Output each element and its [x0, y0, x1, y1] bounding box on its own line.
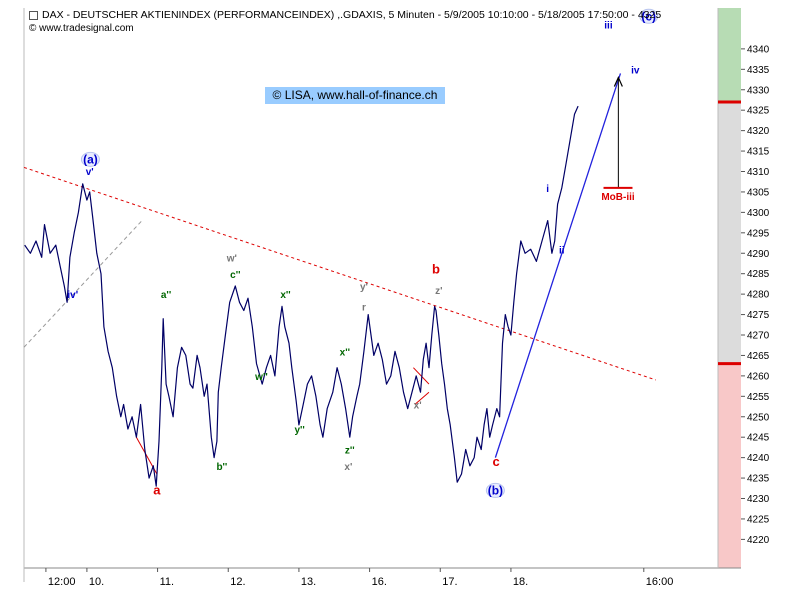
- wave-label: c: [492, 454, 499, 469]
- wave-label: x': [344, 462, 352, 473]
- wave-label: b: [432, 262, 440, 277]
- source-text: © www.tradesignal.com: [29, 23, 134, 34]
- trendline-1: [23, 220, 143, 348]
- chart-title-text: DAX - DEUTSCHER AKTIENINDEX (PERFORMANCE…: [42, 9, 662, 21]
- wave-label: x'': [280, 290, 290, 301]
- trendline-4: [413, 367, 430, 385]
- wave-label: w': [226, 253, 237, 264]
- x-tick-label: 10.: [89, 576, 104, 588]
- y-tick-label: 4290: [747, 249, 770, 260]
- wave-label: iii: [604, 20, 613, 31]
- x-tick-label: 11.: [160, 576, 174, 588]
- y-tick-label: 4220: [747, 535, 770, 546]
- x-tick-label: 17.: [442, 576, 457, 588]
- wave-label-bg: [639, 8, 659, 24]
- y-tick-label: 4260: [747, 371, 770, 382]
- wave-label: a: [153, 482, 161, 497]
- y-tick-label: 4255: [747, 392, 770, 403]
- chart-title: DAX - DEUTSCHER AKTIENINDEX (PERFORMANCE…: [29, 9, 661, 21]
- wave-label: z': [435, 286, 442, 297]
- price-zone-1: [718, 102, 741, 364]
- y-tick-label: 4320: [747, 126, 770, 137]
- price-zone-0: [718, 8, 741, 103]
- source-label: © www.tradesignal.com: [29, 23, 134, 34]
- trendline-2: [494, 73, 622, 458]
- y-tick-label: 4280: [747, 290, 770, 301]
- wave-label: iv: [631, 65, 640, 76]
- wave-label: x': [414, 401, 422, 412]
- y-tick-label: 4285: [747, 269, 770, 280]
- x-tick-label: 16:00: [646, 576, 674, 588]
- wave-label: x'': [340, 347, 350, 358]
- wave-label: (c): [641, 9, 656, 23]
- wave-label: v': [86, 167, 94, 178]
- y-tick-label: 4235: [747, 474, 770, 485]
- y-tick-label: 4305: [747, 187, 770, 198]
- wave-label: (a): [83, 152, 98, 166]
- wave-label: y'': [294, 425, 304, 436]
- y-tick-label: 4315: [747, 147, 770, 158]
- wave-label: i: [546, 184, 549, 195]
- wave-label: c'': [230, 270, 240, 281]
- chart-type-icon: [29, 10, 38, 20]
- y-tick-label: 4300: [747, 208, 770, 219]
- wave-label: a'': [161, 290, 171, 301]
- y-tick-label: 4250: [747, 412, 770, 423]
- x-tick-label: 13.: [301, 576, 316, 588]
- y-tick-label: 4230: [747, 494, 770, 505]
- wave-label-bg: [80, 151, 100, 167]
- wave-label: w'': [254, 372, 268, 383]
- y-tick-label: 4325: [747, 106, 770, 117]
- y-tick-label: 4245: [747, 433, 770, 444]
- wave-label-bg: [485, 482, 505, 498]
- y-tick-label: 4310: [747, 167, 770, 178]
- x-tick-label: 16.: [372, 576, 387, 588]
- price-zone-2: [718, 363, 741, 568]
- wave-label: y': [360, 282, 368, 293]
- y-tick-label: 4275: [747, 310, 770, 321]
- x-tick-label: 12:00: [48, 576, 76, 588]
- y-tick-label: 4295: [747, 228, 770, 239]
- y-tick-label: 4225: [747, 514, 770, 525]
- watermark-label: © LISA, www.hall-of-finance.ch: [265, 87, 445, 104]
- price-series-line: [24, 105, 579, 487]
- mob-label: MoB-iii: [601, 192, 635, 203]
- y-tick-label: 4340: [747, 44, 770, 55]
- wave-label: b'': [216, 462, 227, 473]
- target-arrow-head: [613, 76, 623, 87]
- x-tick-label: 18.: [513, 576, 528, 588]
- y-tick-label: 4270: [747, 331, 770, 342]
- wave-label: (b): [488, 483, 503, 497]
- y-tick-label: 4240: [747, 453, 770, 464]
- y-tick-label: 4335: [747, 65, 770, 76]
- y-tick-label: 4330: [747, 85, 770, 96]
- wave-label: z'': [345, 446, 355, 457]
- wave-label: iv': [67, 290, 78, 301]
- wave-label: ii: [559, 245, 565, 256]
- trendline-5: [414, 391, 430, 405]
- y-tick-label: 4265: [747, 351, 770, 362]
- x-tick-label: 12.: [230, 576, 245, 588]
- wave-label: r: [362, 302, 366, 313]
